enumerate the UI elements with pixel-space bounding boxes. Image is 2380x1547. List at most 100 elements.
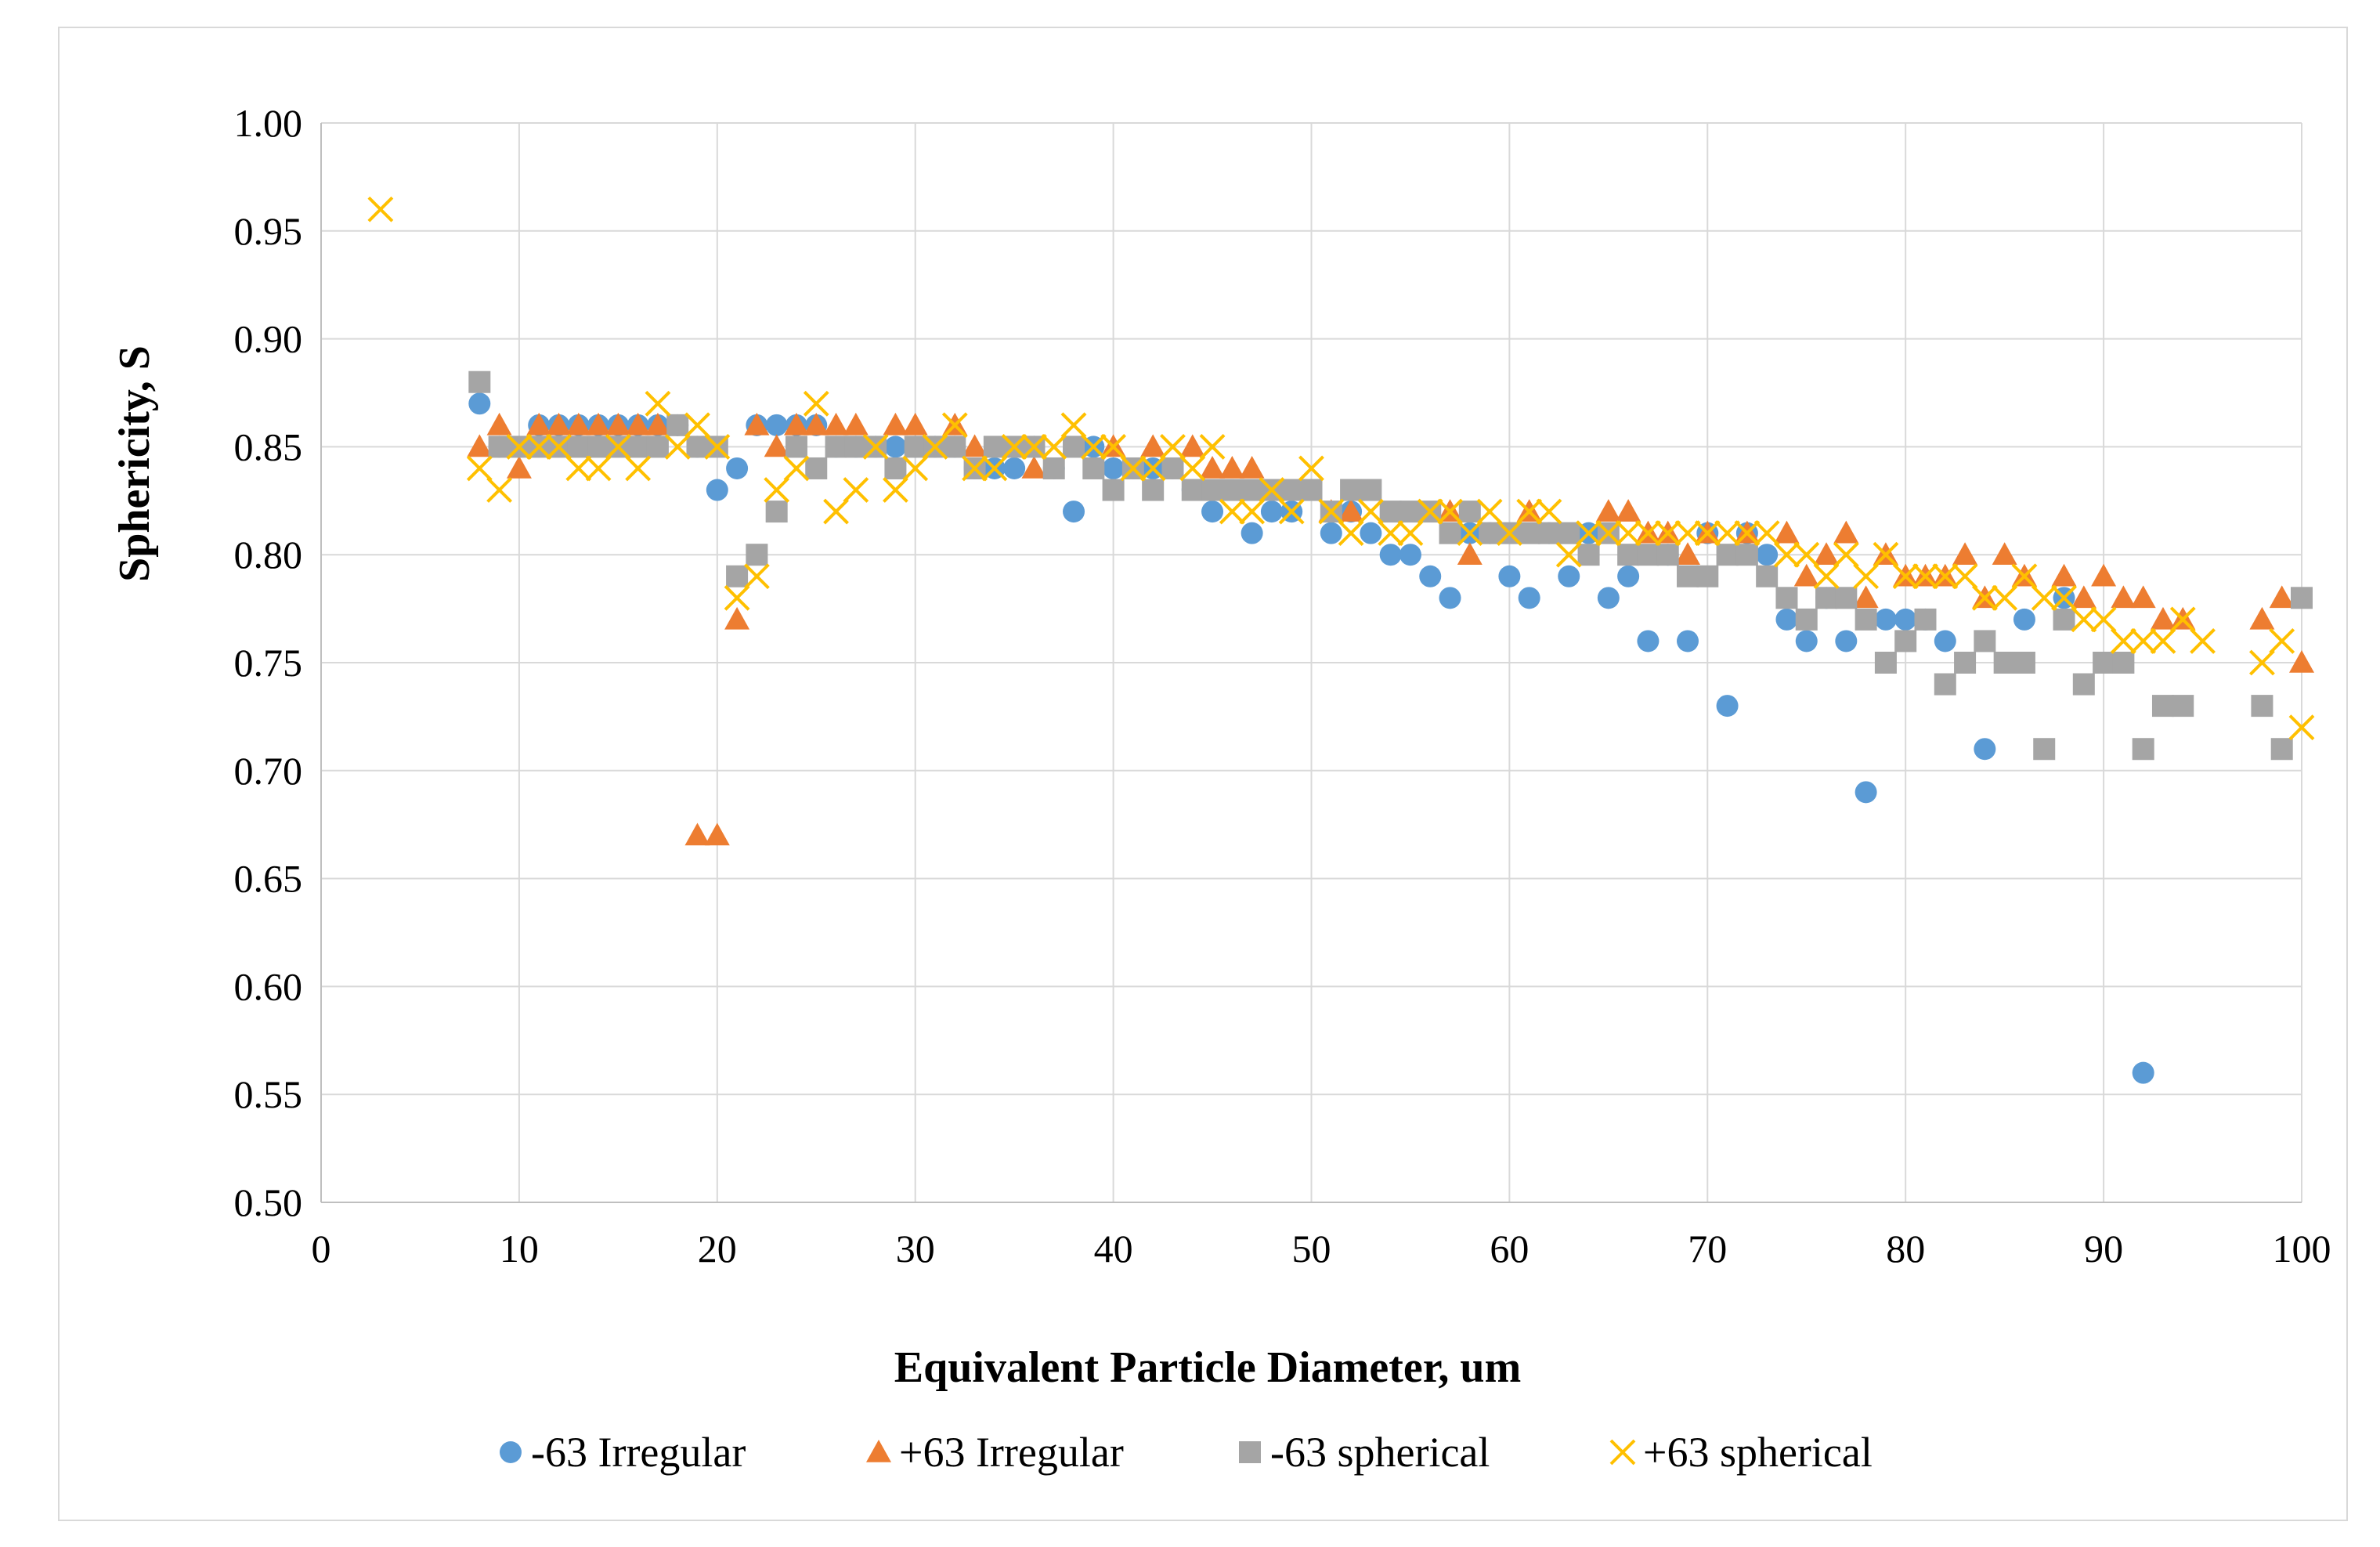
x-marker-stroke bbox=[2190, 628, 2216, 654]
data-point bbox=[1003, 457, 1026, 479]
data-point bbox=[1239, 455, 1265, 479]
data-point bbox=[1735, 544, 1758, 566]
data-point bbox=[1439, 522, 1461, 544]
x-marker-stroke bbox=[1357, 498, 1384, 525]
x-axis-title: Equivalent Particle Diameter, um bbox=[894, 1343, 1521, 1392]
x-marker-stroke bbox=[1774, 541, 1800, 568]
data-point bbox=[1318, 498, 1345, 525]
legend-marker bbox=[1609, 1439, 1636, 1466]
data-point bbox=[2249, 606, 2275, 630]
data-point bbox=[1656, 544, 1679, 566]
x-marker-stroke bbox=[1576, 520, 1602, 547]
data-point bbox=[1795, 630, 1818, 652]
data-point bbox=[882, 477, 908, 503]
data-point bbox=[1934, 630, 1956, 652]
data-point bbox=[1815, 587, 1838, 609]
data-point bbox=[526, 412, 552, 436]
data-point bbox=[1558, 522, 1580, 544]
data-point bbox=[1280, 479, 1303, 501]
data-point bbox=[587, 436, 610, 458]
x-marker-stroke bbox=[486, 477, 513, 503]
data-point bbox=[746, 544, 768, 566]
legend-item: -63 spherical bbox=[1239, 1429, 1490, 1476]
data-point bbox=[1518, 587, 1540, 609]
data-point bbox=[586, 412, 612, 436]
data-point bbox=[743, 563, 770, 590]
data-point bbox=[1874, 652, 1897, 674]
data-point bbox=[1496, 520, 1522, 547]
data-point bbox=[1457, 542, 1483, 565]
data-point bbox=[1179, 434, 1205, 457]
data-point bbox=[1555, 541, 1582, 568]
data-point bbox=[1142, 479, 1165, 501]
data-point bbox=[922, 433, 948, 460]
data-point bbox=[2093, 652, 2115, 674]
data-point bbox=[468, 370, 491, 393]
x-marker-stroke bbox=[962, 455, 988, 482]
data-point bbox=[1060, 412, 1087, 439]
data-point bbox=[1714, 520, 1741, 547]
data-point bbox=[2269, 628, 2295, 654]
y-tick-label: 0.55 bbox=[234, 1072, 303, 1116]
data-point bbox=[565, 412, 591, 436]
data-point bbox=[1439, 587, 1461, 609]
data-point bbox=[1595, 520, 1622, 547]
data-point bbox=[981, 455, 1008, 482]
data-point bbox=[1379, 501, 1402, 523]
data-point bbox=[1239, 498, 1266, 525]
data-point bbox=[684, 822, 710, 846]
x-marker-stroke bbox=[2090, 606, 2117, 633]
data-point bbox=[783, 455, 810, 482]
legend-label: +63 spherical bbox=[1643, 1429, 1873, 1476]
x-tick-label: 80 bbox=[1886, 1227, 1925, 1270]
data-point bbox=[2150, 606, 2176, 630]
data-point bbox=[1161, 457, 1184, 479]
data-point bbox=[962, 455, 988, 482]
data-point bbox=[1259, 477, 1285, 503]
x-marker-stroke bbox=[743, 563, 770, 590]
x-marker-stroke bbox=[1457, 520, 1483, 547]
legend: -63 Irregular +63 Irregular -63 spherical +… bbox=[500, 1429, 1873, 1476]
data-point bbox=[1971, 584, 1998, 611]
x-marker-stroke bbox=[1952, 563, 1978, 590]
x-marker-stroke bbox=[1753, 520, 1780, 547]
data-point bbox=[2270, 738, 2293, 761]
data-point bbox=[2249, 649, 2275, 676]
x-tick-label: 90 bbox=[2084, 1227, 2123, 1270]
data-point bbox=[1617, 544, 1640, 566]
data-point bbox=[2251, 695, 2273, 717]
data-point bbox=[1219, 455, 1245, 479]
data-point bbox=[1952, 563, 1978, 590]
axes bbox=[320, 123, 2302, 1203]
x-marker-stroke bbox=[1179, 455, 1206, 482]
data-point bbox=[1753, 520, 1780, 547]
data-point bbox=[1082, 457, 1105, 479]
data-point bbox=[1974, 738, 1996, 761]
data-point bbox=[1241, 479, 1263, 501]
data-point bbox=[704, 822, 730, 846]
x-marker-stroke bbox=[1793, 541, 1820, 568]
x-marker-stroke bbox=[525, 433, 552, 460]
data-point bbox=[1080, 433, 1107, 460]
data-point bbox=[1914, 608, 1937, 631]
data-point bbox=[2013, 608, 2035, 631]
y-tick-label: 0.70 bbox=[234, 749, 303, 793]
y-tick-label: 0.75 bbox=[234, 641, 303, 685]
x-marker-stroke bbox=[803, 390, 829, 417]
data-point bbox=[783, 412, 809, 436]
data-point bbox=[1278, 498, 1305, 525]
data-point bbox=[1399, 544, 1421, 566]
data-point bbox=[2112, 652, 2135, 674]
data-point bbox=[724, 584, 750, 611]
x-marker-stroke bbox=[2071, 606, 2097, 633]
x-marker-stroke bbox=[764, 477, 790, 503]
data-point bbox=[2172, 695, 2194, 717]
data-point bbox=[1179, 455, 1206, 482]
y-tick-label: 0.95 bbox=[234, 209, 303, 253]
data-point bbox=[546, 412, 572, 436]
data-point bbox=[962, 434, 988, 457]
data-point bbox=[1637, 630, 1659, 652]
data-point bbox=[1912, 563, 1938, 590]
x-marker-stroke bbox=[724, 584, 750, 611]
data-point bbox=[1479, 522, 1501, 544]
